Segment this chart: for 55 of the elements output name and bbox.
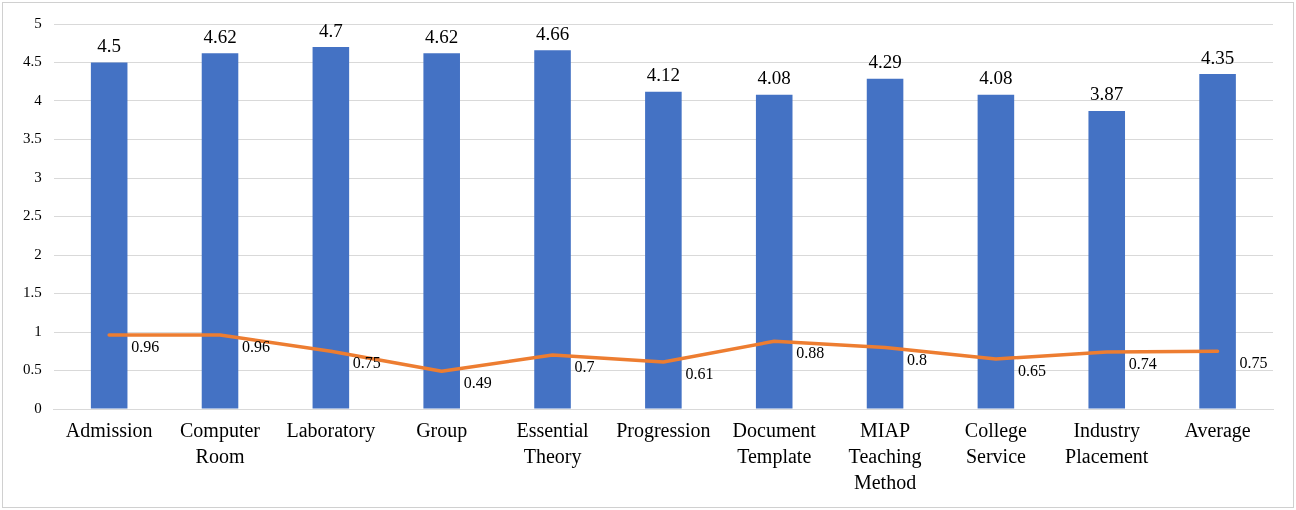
x-tick-label: Essential Theory [516,419,590,469]
data-label: 4.5 [97,34,122,56]
y-tick-label: 2.5 [23,207,42,224]
bar [534,50,571,409]
y-tick-label: 3.5 [23,130,42,147]
bar [90,62,128,409]
x-tick-label: Admission [65,419,153,442]
data-label: 4.29 [868,51,902,73]
bar [645,91,682,409]
data-label: 0.74 [1128,355,1157,373]
x-tick-label: Average [1184,419,1251,443]
x-tick-label: College Service [964,419,1028,468]
data-label: 4.62 [425,25,459,47]
y-tick-label: 2 [34,245,42,262]
bar [201,53,239,409]
y-tick-label: 0.5 [23,361,42,378]
bar [1199,74,1236,409]
x-tick-label: Laboratory [286,419,376,443]
x-tick-label: Industry Placement [1065,419,1149,468]
y-tick-label: 3 [34,168,42,185]
data-label: 3.87 [1090,83,1124,105]
data-label: 4.08 [757,67,791,89]
data-label: 4.7 [318,19,343,41]
data-label: 0.88 [796,344,825,362]
bar [1088,111,1126,409]
y-tick-label: 4 [34,91,43,108]
data-label: 4.66 [535,22,570,44]
bar [977,94,1015,409]
x-tick-label: Document Template [732,419,817,469]
y-tick-label: 4.5 [23,53,42,70]
data-label: 4.12 [646,64,680,86]
bar [312,47,350,409]
x-tick-label: MIAP Teaching Method [848,419,922,494]
data-label: 0.96 [242,338,271,356]
data-label: 0.7 [574,358,595,376]
x-tick-label: Computer Room [180,419,261,468]
data-label: 0.75 [1239,354,1268,372]
data-label: 4.08 [979,67,1013,89]
data-label: 0.61 [685,365,714,383]
x-tick-label: Group [416,419,468,443]
data-label: 0.96 [131,338,160,356]
data-label: 0.65 [1017,362,1046,380]
data-label: 4.35 [1200,46,1235,68]
y-tick-label: 5 [34,14,42,31]
y-tick-label: 0 [34,399,42,416]
data-label: 0.8 [907,350,928,368]
bar [423,53,460,409]
data-label: 4.62 [203,25,237,47]
data-label: 0.75 [352,354,381,372]
data-label: 0.49 [463,374,492,392]
y-tick-label: 1 [34,322,42,339]
y-tick-label: 1.5 [23,284,42,301]
bar [755,94,793,409]
x-tick-label: Progression [616,419,711,443]
bar [866,78,904,409]
